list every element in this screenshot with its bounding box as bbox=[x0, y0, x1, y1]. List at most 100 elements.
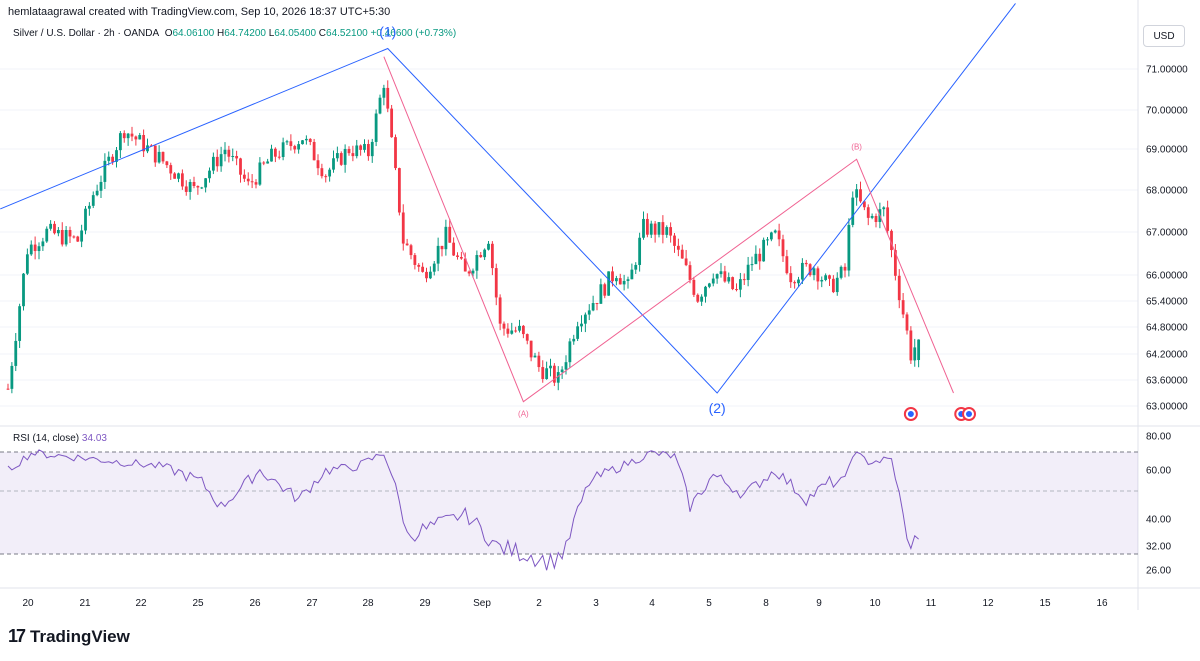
time-tick-label: 21 bbox=[79, 598, 91, 609]
candle-body bbox=[76, 236, 80, 242]
price-tick-label: 69.00000 bbox=[1146, 145, 1188, 156]
candle-body bbox=[645, 218, 649, 235]
candle-body bbox=[680, 249, 684, 259]
candle-body bbox=[401, 212, 405, 244]
candle-body bbox=[351, 153, 355, 157]
rsi-tick-label: 80.00 bbox=[1146, 432, 1171, 443]
corrective-wave-line bbox=[383, 56, 954, 403]
time-tick-label: 2 bbox=[536, 598, 542, 609]
candle-body bbox=[704, 286, 707, 297]
candle-body bbox=[475, 255, 479, 271]
open-label: O bbox=[164, 28, 173, 39]
candle-body bbox=[529, 340, 533, 358]
candle-body bbox=[541, 367, 545, 380]
candle-body bbox=[18, 306, 22, 341]
candle-body bbox=[735, 289, 738, 291]
candle-body bbox=[707, 283, 711, 287]
candle-body bbox=[917, 339, 921, 361]
candle-body bbox=[56, 229, 60, 234]
candle-body bbox=[777, 230, 781, 240]
candle-body bbox=[10, 365, 14, 389]
candle-body bbox=[804, 262, 808, 265]
candle-body bbox=[49, 223, 53, 229]
wave-label: (1) bbox=[379, 24, 396, 40]
candle-body bbox=[766, 239, 769, 241]
tradingview-name: TradingView bbox=[30, 626, 130, 646]
candle-body bbox=[851, 197, 855, 225]
candle-body bbox=[235, 155, 239, 159]
candle-body bbox=[537, 355, 541, 368]
time-tick-label: 4 bbox=[649, 598, 655, 609]
candle-body bbox=[483, 249, 487, 258]
rsi-label[interactable]: RSI (14, close) bbox=[13, 433, 80, 444]
candle-body bbox=[723, 271, 727, 282]
candle-body bbox=[440, 245, 444, 250]
candle-body bbox=[835, 277, 839, 293]
candle-body bbox=[847, 224, 851, 271]
candle-body bbox=[673, 235, 676, 246]
candle-body bbox=[506, 328, 510, 334]
candle-body bbox=[754, 253, 758, 265]
candle-body bbox=[293, 146, 297, 150]
candle-body bbox=[661, 222, 665, 235]
candle-body bbox=[688, 265, 692, 280]
candle-body bbox=[72, 236, 76, 238]
candle-body bbox=[653, 223, 657, 235]
candle-body bbox=[142, 135, 146, 152]
candle-body bbox=[843, 266, 847, 271]
wave-label: (B) bbox=[851, 142, 862, 151]
candle-body bbox=[22, 273, 25, 307]
candle-body bbox=[227, 149, 231, 157]
candle-body bbox=[800, 262, 804, 280]
candle-body bbox=[37, 246, 41, 252]
candle-body bbox=[68, 229, 72, 237]
candle-body bbox=[173, 173, 177, 179]
candle-body bbox=[711, 278, 715, 284]
wave-label: (2) bbox=[709, 400, 726, 416]
chart-attribution: hemlataagrawal created with TradingView.… bbox=[8, 6, 391, 18]
candle-body bbox=[738, 279, 742, 290]
candle-body bbox=[839, 266, 843, 278]
candle-body bbox=[45, 228, 49, 242]
candle-body bbox=[494, 268, 498, 298]
symbol-name[interactable]: Silver / U.S. Dollar · 2h · OANDA bbox=[13, 28, 160, 39]
price-tick-label: 68.00000 bbox=[1146, 186, 1188, 197]
candle-body bbox=[797, 279, 800, 284]
candle-body bbox=[262, 162, 266, 164]
candle-body bbox=[533, 355, 537, 358]
candle-body bbox=[316, 160, 320, 169]
price-tick-label: 66.00000 bbox=[1146, 271, 1188, 282]
tradingview-brand[interactable]: 17 TradingView bbox=[8, 626, 130, 647]
high-label: H bbox=[217, 28, 225, 39]
candle-body bbox=[572, 338, 576, 342]
candle-body bbox=[471, 270, 475, 274]
candle-body bbox=[510, 330, 514, 334]
candle-body bbox=[746, 264, 750, 280]
candle-body bbox=[277, 156, 281, 158]
currency-button[interactable]: USD bbox=[1143, 25, 1185, 47]
wave-label: (A) bbox=[518, 410, 529, 419]
candle-body bbox=[115, 150, 118, 162]
candle-body bbox=[281, 142, 285, 158]
high-value: 64.74200 bbox=[224, 28, 266, 39]
candle-body bbox=[196, 185, 200, 188]
candle-body bbox=[913, 347, 917, 361]
candle-body bbox=[103, 160, 107, 182]
candle-body bbox=[467, 271, 471, 274]
candle-body bbox=[599, 284, 603, 304]
candle-body bbox=[122, 133, 126, 139]
candle-body bbox=[289, 141, 293, 147]
candle-body bbox=[242, 174, 246, 179]
rsi-tick-label: 60.00 bbox=[1146, 466, 1171, 477]
candle-body bbox=[564, 362, 568, 370]
candle-body bbox=[901, 300, 905, 315]
candle-body bbox=[866, 207, 870, 218]
candle-body bbox=[611, 271, 614, 282]
candle-body bbox=[192, 182, 196, 186]
candle-body bbox=[25, 254, 29, 274]
candle-body bbox=[874, 215, 878, 223]
candle-body bbox=[390, 108, 394, 138]
candle-body bbox=[126, 133, 130, 139]
candles bbox=[6, 80, 921, 394]
